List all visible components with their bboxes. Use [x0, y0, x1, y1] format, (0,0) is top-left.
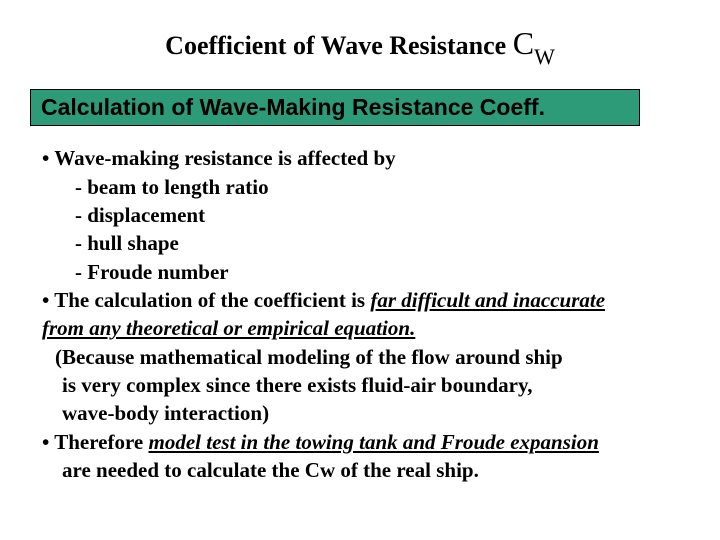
- bullet-3-cont: are needed to calculate the Cw of the re…: [40, 456, 690, 484]
- sub-2: - displacement: [40, 201, 690, 229]
- sub-4: - Froude number: [40, 258, 690, 286]
- sub-3: - hull shape: [40, 229, 690, 257]
- bullet-2: • The calculation of the coefficient is …: [40, 286, 690, 314]
- paren-1: (Because mathematical modeling of the fl…: [40, 343, 690, 371]
- banner-text: Calculation of Wave-Making Resistance Co…: [41, 94, 545, 120]
- title-symbol: C: [513, 25, 534, 61]
- paren-2: is very complex since there exists fluid…: [40, 371, 690, 399]
- body-content: • Wave-making resistance is affected by …: [30, 144, 690, 484]
- bullet-3: • Therefore model test in the towing tan…: [40, 428, 690, 456]
- title-text: Coefficient of Wave Resistance: [165, 31, 513, 60]
- bullet-1: • Wave-making resistance is affected by: [40, 144, 690, 172]
- slide-title: Coefficient of Wave Resistance CW: [30, 25, 690, 64]
- title-subscript: W: [534, 44, 555, 69]
- paren-3: wave-body interaction): [40, 399, 690, 427]
- bullet-2-cont: from any theoretical or empirical equati…: [40, 314, 690, 342]
- section-banner: Calculation of Wave-Making Resistance Co…: [30, 89, 640, 126]
- sub-1: - beam to length ratio: [40, 173, 690, 201]
